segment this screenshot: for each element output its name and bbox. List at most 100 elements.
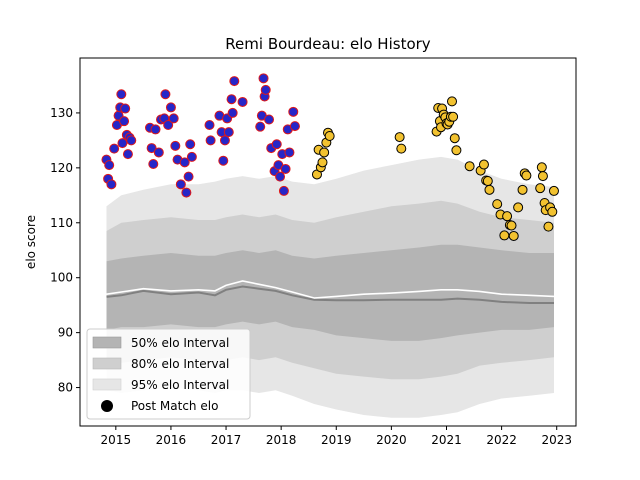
post-match-point-early — [271, 139, 282, 150]
post-match-point-early — [227, 107, 238, 118]
post-match-point-late — [492, 199, 503, 210]
post-match-point-early — [185, 139, 196, 150]
legend-swatch-50 — [92, 336, 122, 349]
post-match-point-late — [517, 184, 528, 195]
post-match-point-early — [148, 159, 159, 170]
post-match-point-early — [226, 94, 237, 105]
legend-label-post-match: Post Match elo — [131, 399, 218, 413]
post-match-point-early — [260, 84, 271, 95]
post-match-point-early — [219, 135, 230, 146]
post-match-point-early — [122, 149, 133, 160]
post-match-point-early — [205, 135, 216, 146]
post-match-point-early — [109, 143, 120, 154]
legend-marker-post-match — [101, 400, 113, 412]
post-match-point-early — [229, 76, 240, 87]
tick-layer: 2015 2016 2017 2018 2019 2020 2021 2022 2023 80 90… — [50, 106, 572, 447]
post-match-point-early — [170, 140, 181, 151]
plot-frame — [79, 57, 577, 427]
post-match-point-late — [482, 176, 493, 187]
post-match-point-late — [506, 220, 517, 231]
x-tick-label: 2017 — [211, 433, 242, 447]
y-tick-label: 120 — [50, 161, 73, 175]
post-match-point-early — [223, 127, 234, 138]
post-match-point-early — [218, 155, 229, 166]
x-tick-label: 2019 — [321, 433, 352, 447]
post-match-point-early — [278, 185, 289, 196]
x-tick-label: 2015 — [101, 433, 132, 447]
legend-swatch-95 — [92, 378, 122, 391]
x-tick-label: 2022 — [486, 433, 517, 447]
post-match-point-early — [275, 171, 286, 182]
legend: 50% elo Interval 80% elo Interval 95% el… — [86, 328, 251, 420]
legend-box — [86, 328, 251, 420]
post-match-point-early — [116, 89, 127, 100]
legend-label-80: 80% elo Interval — [131, 357, 229, 371]
post-match-point-early — [289, 121, 300, 132]
post-match-point-early — [165, 102, 176, 113]
post-match-point-early — [106, 179, 117, 190]
post-match-point-early — [146, 143, 157, 154]
post-match-point-late — [537, 171, 548, 182]
post-match-point-late — [536, 162, 547, 173]
post-match-point-late — [508, 230, 519, 241]
post-match-point-early — [153, 147, 164, 158]
post-match-point-early — [119, 116, 130, 127]
post-match-point-early — [258, 73, 269, 84]
mean-line — [106, 285, 554, 304]
post-match-point-late — [547, 206, 558, 217]
legend-label-95: 95% elo Interval — [131, 378, 229, 392]
x-tick-label: 2020 — [376, 433, 407, 447]
post-match-point-late — [396, 143, 407, 154]
post-match-point-late — [448, 111, 459, 122]
post-match-point-late — [499, 230, 510, 241]
y-tick-label: 130 — [50, 106, 73, 120]
y-tick-label: 90 — [58, 326, 73, 340]
y-axis-label: elo score — [24, 215, 38, 269]
post-match-point-late — [535, 183, 546, 194]
x-tick-label: 2021 — [431, 433, 462, 447]
post-match-point-early — [284, 147, 295, 158]
post-match-point-late — [478, 159, 489, 170]
post-match-point-early — [264, 114, 275, 125]
post-match-point-late — [394, 132, 405, 143]
post-match-point-late — [464, 161, 475, 172]
post-match-point-early — [117, 138, 128, 149]
x-tick-label: 2016 — [156, 433, 187, 447]
post-match-point-early — [183, 171, 194, 182]
median-line — [106, 280, 555, 299]
legend-swatch-80 — [92, 357, 122, 370]
post-match-point-late — [484, 184, 495, 195]
y-tick-label: 110 — [50, 216, 73, 230]
chart-title: Remi Bourdeau: elo History — [225, 35, 431, 53]
post-match-point-early — [175, 179, 186, 190]
post-match-point-late — [319, 147, 330, 158]
post-match-point-early — [126, 135, 137, 146]
post-match-point-late — [521, 170, 532, 181]
y-tick-label: 100 — [50, 271, 73, 285]
post-match-point-late — [447, 96, 457, 107]
post-match-point-late — [317, 157, 328, 168]
post-match-point-early — [160, 89, 171, 100]
post-match-point-late — [324, 130, 335, 141]
post-match-point-late — [513, 202, 524, 213]
y-tick-label: 80 — [58, 381, 73, 395]
post-match-point-early — [204, 120, 215, 131]
post-match-point-late — [543, 221, 554, 232]
post-match-point-early — [150, 124, 161, 135]
x-tick-label: 2018 — [266, 433, 297, 447]
post-match-point-early — [288, 106, 299, 117]
post-match-point-early — [179, 157, 190, 168]
post-match-point-early — [280, 163, 291, 174]
post-match-point-early — [237, 96, 248, 107]
legend-label-50: 50% elo Interval — [131, 336, 229, 350]
post-match-point-early — [186, 151, 197, 162]
post-match-point-early — [255, 121, 266, 132]
post-match-point-early — [104, 160, 115, 171]
band-50 — [106, 244, 554, 341]
post-match-point-late — [502, 211, 513, 222]
x-tick-label: 2023 — [541, 433, 572, 447]
post-match-point-late — [548, 185, 559, 196]
post-match-point-late — [449, 133, 460, 144]
post-match-point-early — [163, 120, 174, 131]
